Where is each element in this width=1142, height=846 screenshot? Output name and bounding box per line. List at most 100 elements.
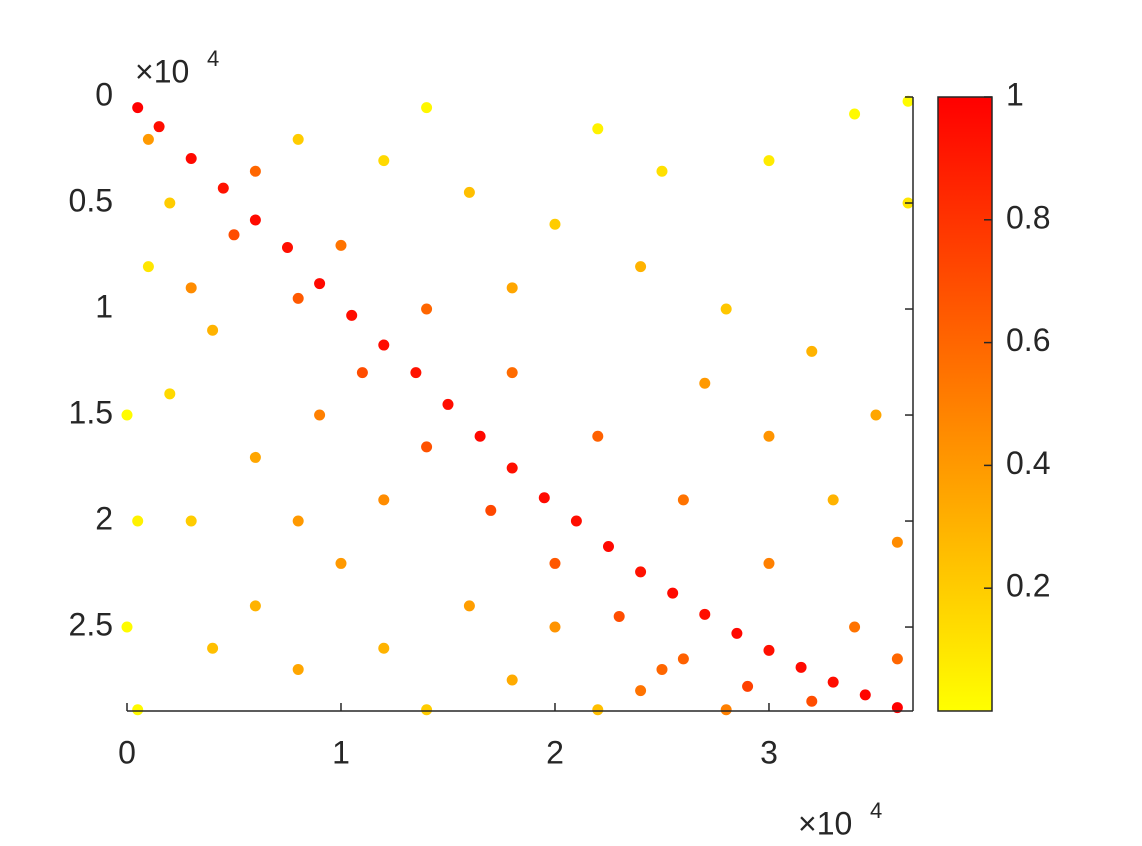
point	[249, 165, 261, 177]
point	[185, 515, 197, 527]
point	[292, 292, 304, 304]
x-tick-label: 1	[332, 734, 350, 770]
point	[185, 152, 197, 164]
point	[378, 155, 390, 167]
point	[720, 303, 732, 315]
point	[485, 504, 497, 516]
point	[207, 324, 219, 336]
point	[849, 108, 861, 120]
y-multiplier-exponent: 4	[207, 46, 219, 71]
point	[699, 608, 711, 620]
point	[121, 409, 133, 421]
colorbar-tick-label: 0.2	[1006, 568, 1050, 604]
point	[421, 102, 433, 114]
point	[132, 102, 144, 114]
point	[731, 627, 743, 639]
y-tick-label: 2	[95, 500, 113, 536]
point	[207, 642, 219, 654]
point	[699, 377, 711, 389]
colorbar-tick-label: 0.8	[1006, 199, 1050, 235]
x-tick-label: 0	[118, 734, 136, 770]
y-tick-label: 0	[95, 76, 113, 112]
point	[592, 123, 604, 135]
point	[249, 451, 261, 463]
point	[142, 133, 154, 145]
point	[132, 515, 144, 527]
point	[335, 557, 347, 569]
point	[410, 367, 422, 379]
point	[592, 704, 604, 716]
point	[281, 242, 293, 254]
y-tick-label: 1.5	[69, 394, 113, 430]
point	[378, 494, 390, 506]
point	[217, 182, 229, 194]
point	[142, 261, 154, 273]
point	[827, 676, 839, 688]
point	[421, 441, 433, 453]
point	[506, 674, 518, 686]
point	[763, 155, 775, 167]
point	[474, 430, 486, 442]
point	[292, 133, 304, 145]
point	[506, 367, 518, 379]
point	[667, 587, 679, 599]
point	[442, 398, 454, 410]
points	[121, 95, 914, 716]
point	[292, 515, 304, 527]
point	[613, 610, 625, 622]
point	[656, 663, 668, 675]
point	[506, 282, 518, 294]
point	[314, 409, 326, 421]
y-multiplier: ×10	[135, 53, 189, 89]
point	[902, 95, 914, 107]
point	[677, 653, 689, 665]
point	[378, 339, 390, 351]
point	[249, 600, 261, 612]
x-tick-label: 2	[546, 734, 564, 770]
point	[795, 661, 807, 673]
point	[164, 197, 176, 209]
point	[891, 653, 903, 665]
point	[763, 430, 775, 442]
point	[656, 165, 668, 177]
point	[164, 388, 176, 400]
point	[335, 239, 347, 251]
point	[421, 704, 433, 716]
x-multiplier: ×10	[798, 805, 852, 841]
colorbar	[937, 96, 993, 712]
point	[249, 214, 261, 226]
x-multiplier-exponent: 4	[870, 798, 882, 823]
point	[463, 186, 475, 198]
point	[742, 680, 754, 692]
point	[538, 492, 550, 504]
point	[132, 704, 144, 716]
point	[346, 309, 358, 321]
point	[635, 685, 647, 697]
point	[677, 494, 689, 506]
point	[806, 345, 818, 357]
point	[463, 600, 475, 612]
y-tick-label: 0.5	[69, 182, 113, 218]
point	[602, 540, 614, 552]
point	[870, 409, 882, 421]
point	[635, 261, 647, 273]
point	[763, 557, 775, 569]
point	[859, 689, 871, 701]
point	[549, 218, 561, 230]
point	[635, 566, 647, 578]
point	[153, 121, 165, 133]
point	[314, 278, 326, 290]
point	[827, 494, 839, 506]
point	[763, 644, 775, 656]
point	[121, 621, 133, 633]
y-tick-label: 2.5	[69, 606, 113, 642]
x-tick-label: 3	[760, 734, 778, 770]
point	[292, 663, 304, 675]
point	[356, 367, 368, 379]
colorbar-tick-label: 0.6	[1006, 322, 1050, 358]
point	[849, 621, 861, 633]
colorbar-tick-label: 0.4	[1006, 445, 1050, 481]
point	[570, 515, 582, 527]
point	[806, 695, 818, 707]
